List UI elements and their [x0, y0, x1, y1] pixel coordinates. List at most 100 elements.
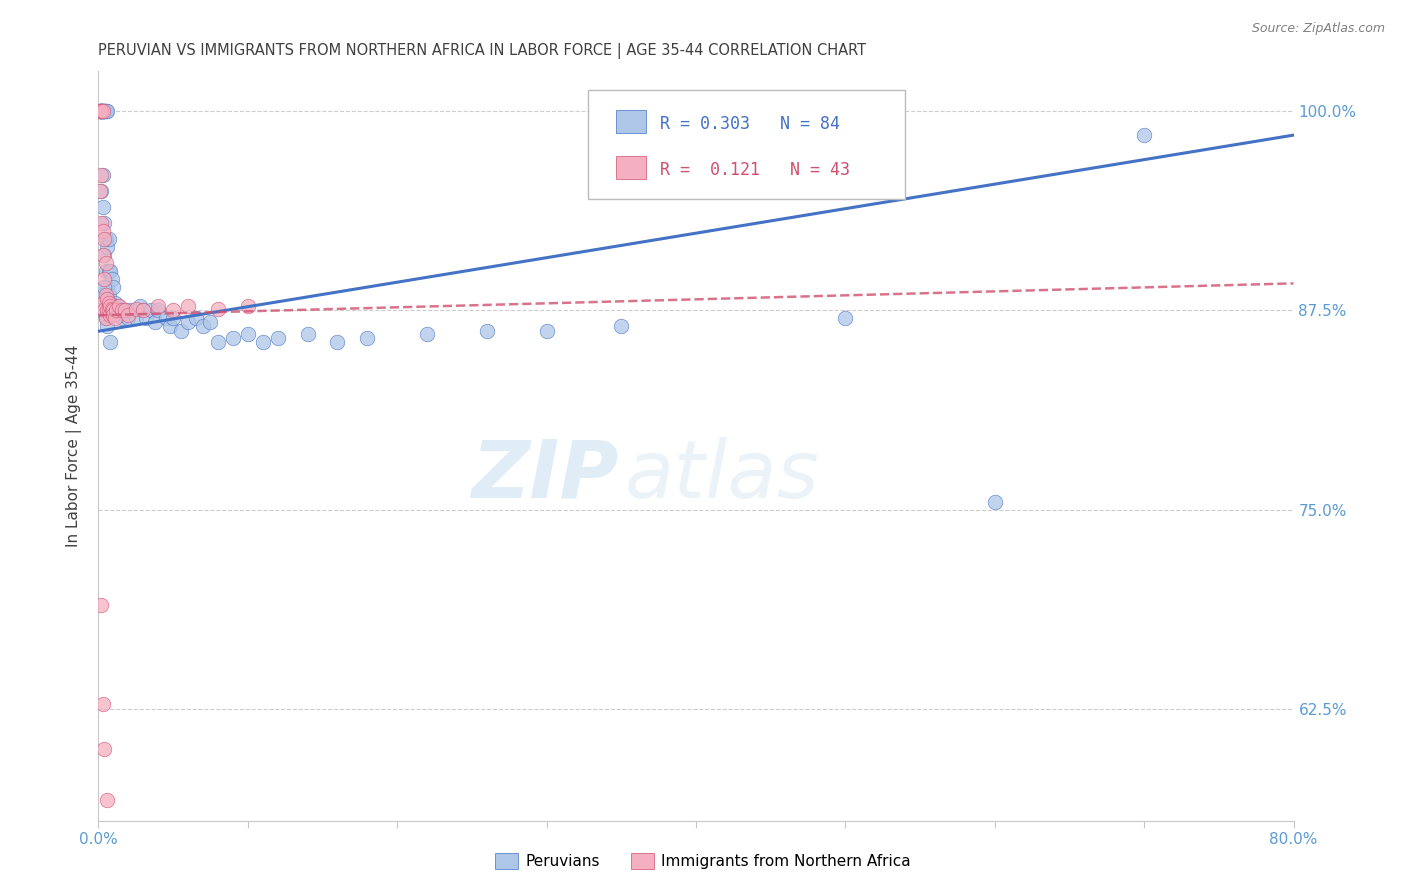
Point — [91, 104, 114, 119]
Point — [108, 303, 131, 318]
Point — [155, 311, 177, 326]
Point — [90, 184, 112, 198]
Bar — [616, 111, 645, 133]
Point — [222, 330, 245, 344]
Text: atlas: atlas — [624, 437, 820, 515]
Point — [93, 303, 115, 318]
Point — [103, 303, 125, 318]
Point — [177, 299, 200, 313]
Point — [91, 248, 114, 262]
Point — [90, 599, 112, 613]
Point — [536, 324, 558, 338]
Point — [90, 104, 112, 119]
Point — [117, 311, 139, 326]
Point — [91, 168, 114, 182]
Point — [107, 299, 129, 313]
Point — [91, 104, 114, 119]
Text: R = 0.303   N = 84: R = 0.303 N = 84 — [661, 115, 841, 133]
Point — [101, 271, 124, 285]
Point — [96, 319, 118, 334]
Point — [252, 335, 274, 350]
Point — [93, 742, 115, 756]
Point — [103, 279, 125, 293]
FancyBboxPatch shape — [589, 90, 905, 199]
Point — [98, 263, 122, 277]
Text: PERUVIAN VS IMMIGRANTS FROM NORTHERN AFRICA IN LABOR FORCE | AGE 35-44 CORRELATI: PERUVIAN VS IMMIGRANTS FROM NORTHERN AFR… — [98, 43, 866, 59]
Point — [114, 303, 136, 318]
Text: ZIP: ZIP — [471, 437, 619, 515]
Point — [125, 301, 148, 316]
Point — [98, 299, 122, 313]
Point — [94, 104, 117, 119]
Point — [96, 303, 118, 318]
Point — [90, 104, 112, 119]
Point — [97, 263, 120, 277]
Point — [90, 104, 112, 119]
Point — [177, 315, 200, 329]
Point — [93, 104, 115, 119]
Point — [117, 308, 139, 322]
Point — [89, 104, 111, 119]
Point — [610, 319, 633, 334]
Point — [89, 104, 111, 119]
Point — [169, 324, 191, 338]
Point — [90, 104, 112, 119]
Text: R =  0.121   N = 43: R = 0.121 N = 43 — [661, 161, 851, 178]
Point — [207, 301, 229, 316]
Point — [148, 299, 170, 313]
Point — [93, 216, 115, 230]
Point — [132, 303, 155, 318]
Point — [148, 303, 170, 318]
Point — [139, 303, 162, 318]
Point — [108, 299, 131, 313]
Point — [236, 327, 259, 342]
Point — [104, 311, 127, 326]
Point — [111, 311, 134, 326]
Point — [90, 104, 112, 119]
Point — [98, 335, 122, 350]
Point — [297, 327, 319, 342]
Point — [91, 224, 114, 238]
Point — [236, 299, 259, 313]
Point — [184, 311, 207, 326]
Point — [416, 327, 439, 342]
Point — [90, 168, 112, 182]
Point — [129, 299, 152, 313]
Point — [1133, 128, 1156, 142]
Point — [984, 495, 1007, 509]
Point — [91, 104, 114, 119]
Point — [94, 287, 117, 301]
Point — [94, 311, 117, 326]
Point — [94, 311, 117, 326]
Point — [91, 104, 114, 119]
Point — [356, 330, 378, 344]
Point — [120, 303, 142, 318]
Point — [94, 104, 117, 119]
Point — [98, 295, 122, 310]
Point — [91, 698, 114, 712]
Point — [103, 303, 125, 318]
Point — [96, 279, 118, 293]
Point — [111, 303, 134, 318]
Point — [94, 263, 117, 277]
Point — [98, 308, 122, 322]
Point — [97, 295, 120, 310]
Point — [326, 335, 349, 350]
Point — [101, 301, 124, 316]
Point — [93, 271, 115, 285]
Point — [104, 295, 127, 310]
Point — [105, 303, 128, 318]
Point — [91, 104, 114, 119]
Point — [93, 232, 115, 246]
Text: Source: ZipAtlas.com: Source: ZipAtlas.com — [1251, 22, 1385, 36]
Point — [91, 287, 114, 301]
Point — [834, 311, 856, 326]
Point — [97, 287, 120, 301]
Point — [93, 104, 115, 119]
Point — [110, 308, 132, 322]
Point — [159, 319, 181, 334]
Point — [90, 104, 112, 119]
Point — [90, 104, 112, 119]
Point — [103, 308, 125, 322]
Point — [89, 184, 111, 198]
